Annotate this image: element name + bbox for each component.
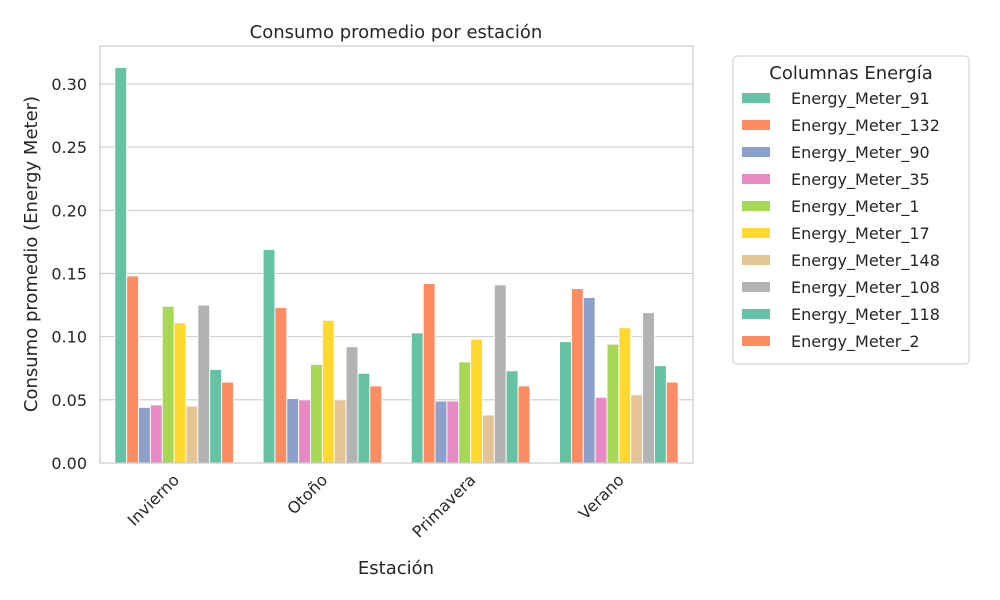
x-tick-label: Verano <box>575 470 628 523</box>
legend-swatch <box>742 336 770 346</box>
bar <box>582 297 596 464</box>
bar <box>138 406 151 464</box>
legend-items: Energy_Meter_91 Energy_Meter_132 Energy_Me… <box>742 89 940 352</box>
bar <box>642 312 655 464</box>
legend-frame <box>732 55 970 365</box>
bar <box>618 327 632 464</box>
legend-swatch <box>742 147 770 157</box>
x-tick-label: Otoño <box>283 470 331 518</box>
bar <box>262 248 276 464</box>
bar <box>197 304 211 464</box>
bar <box>630 394 644 464</box>
legend-title: Columnas Energía <box>769 63 932 84</box>
y-tick-label: 0.25 <box>51 138 87 157</box>
legend-swatch <box>742 120 770 130</box>
y-tick-label: 0.15 <box>51 264 87 283</box>
legend-swatch <box>742 174 770 184</box>
bar <box>114 67 128 464</box>
bar <box>458 361 472 464</box>
bar <box>665 381 679 464</box>
bar <box>654 365 667 464</box>
legend-entry: Energy_Meter_2 <box>791 332 920 352</box>
bar <box>446 400 460 464</box>
bar <box>185 405 199 464</box>
bar <box>298 399 311 464</box>
bar <box>321 319 335 464</box>
x-tick-label: Primavera <box>408 470 479 541</box>
legend-entry: Energy_Meter_118 <box>791 305 940 325</box>
bar <box>173 322 187 464</box>
bar <box>161 305 175 464</box>
y-tick-label: 0.05 <box>51 391 87 410</box>
plot-frame <box>99 45 694 464</box>
bar <box>221 381 234 464</box>
y-tick-label: 0.30 <box>51 75 87 94</box>
bar <box>470 338 483 464</box>
legend-swatch <box>742 255 770 265</box>
y-tick-label: 0.00 <box>51 454 87 473</box>
legend-entry: Energy_Meter_90 <box>791 143 930 163</box>
y-axis-label: Consumo promedio (Energy Meter) <box>21 96 42 412</box>
bar <box>149 404 163 464</box>
legend-entry: Energy_Meter_1 <box>791 197 920 217</box>
bar <box>482 414 495 464</box>
legend-entry: Energy_Meter_132 <box>791 116 940 136</box>
bar <box>357 372 371 464</box>
bar <box>606 343 620 464</box>
axes-frame <box>99 45 694 464</box>
legend-swatch <box>742 228 770 238</box>
bar <box>126 275 139 464</box>
bar <box>410 332 424 464</box>
bar <box>286 398 300 464</box>
bar <box>434 400 448 464</box>
bar <box>274 307 288 464</box>
bar <box>570 288 584 464</box>
legend-swatch <box>742 93 770 103</box>
bar <box>493 284 507 464</box>
bar <box>209 369 223 464</box>
bar <box>559 341 572 464</box>
bars <box>114 67 679 464</box>
y-tick-label: 0.20 <box>51 201 87 220</box>
bar <box>594 396 608 464</box>
bar <box>422 283 436 464</box>
x-tick-label: Invierno <box>124 470 183 529</box>
legend-entry: Energy_Meter_91 <box>791 89 930 109</box>
legend-entry: Energy_Meter_35 <box>791 170 930 190</box>
x-axis-label: Estación <box>358 558 434 579</box>
bar <box>345 346 359 464</box>
bar <box>517 385 531 464</box>
legend-entry: Energy_Meter_17 <box>791 224 930 244</box>
legend-entry: Energy_Meter_148 <box>791 251 940 271</box>
legend-swatch <box>742 282 770 292</box>
bar <box>505 370 519 464</box>
legend: Columnas Energía Energy_Meter_91Energy_M… <box>732 55 970 365</box>
chart-title: Consumo promedio por estación <box>250 22 543 43</box>
bar <box>369 385 383 464</box>
y-tick-label: 0.10 <box>51 328 87 347</box>
legend-swatch <box>742 201 770 211</box>
bar <box>310 363 323 464</box>
legend-entry: Energy_Meter_108 <box>791 278 940 298</box>
bar <box>333 399 347 464</box>
legend-swatch <box>742 309 770 319</box>
